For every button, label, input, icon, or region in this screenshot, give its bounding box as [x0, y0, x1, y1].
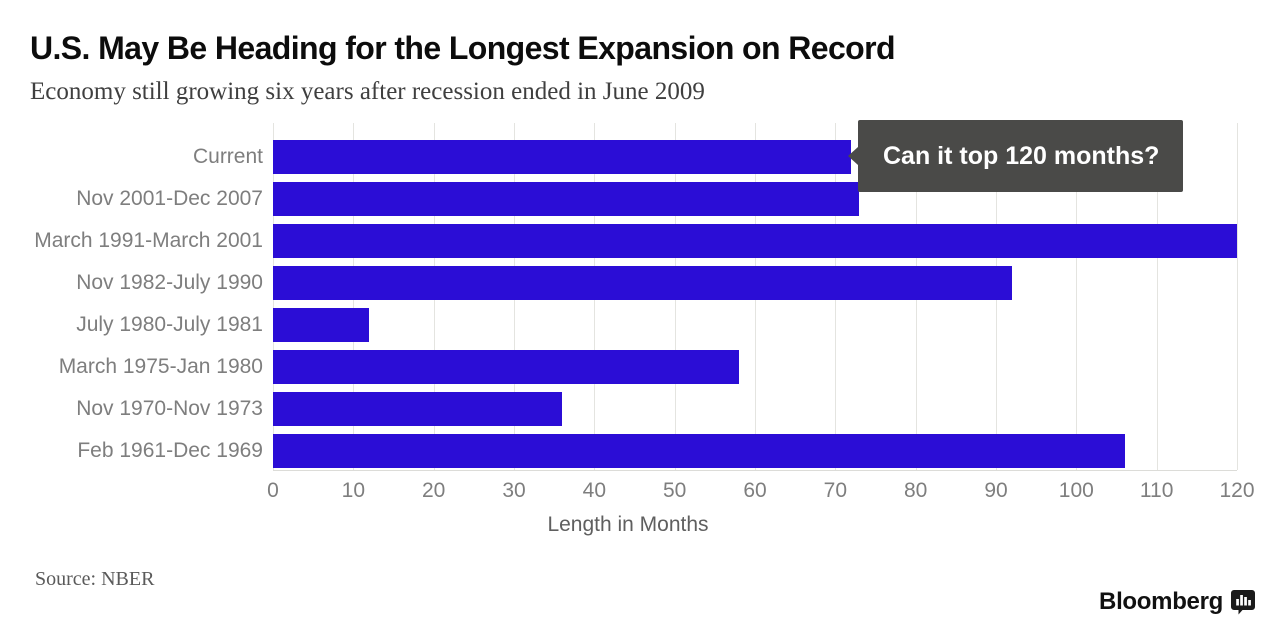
bar: [273, 224, 1237, 258]
bar: [273, 266, 1013, 300]
x-tick-label: 40: [582, 479, 607, 502]
bar-track: [273, 434, 1237, 468]
x-tick-label: 110: [1139, 479, 1174, 502]
category-label: Feb 1961-Dec 1969: [77, 439, 263, 462]
bar-track: [273, 308, 1237, 342]
x-axis: 0 10 20 30 40 50 60 70 80 90 100 110 120: [267, 479, 1254, 503]
chart-subtitle: Economy still growing six years after re…: [30, 78, 705, 105]
x-tick-label: 50: [662, 479, 687, 502]
category-label: July 1980-July 1981: [76, 313, 263, 336]
x-tick-label: 60: [743, 479, 767, 502]
bar: [273, 392, 563, 426]
x-tick-label: 70: [823, 479, 848, 502]
gridline: [1076, 123, 1078, 470]
annotation-text: Can it top 120 months?: [883, 141, 1160, 170]
x-tick-label: 0: [267, 479, 279, 502]
bar-track: [273, 182, 1237, 216]
x-tick-label: 20: [421, 479, 446, 502]
x-tick-label: 90: [984, 479, 1008, 502]
bar-chart-speech-bubble-icon: [1230, 589, 1256, 615]
category-label: Current: [192, 145, 263, 168]
gridline: [1237, 123, 1238, 470]
bar: [273, 350, 739, 384]
category-label: Nov 1970-Nov 1973: [76, 397, 263, 420]
source-note: Source: NBER: [35, 568, 155, 590]
bloomberg-logo: Bloomberg: [1099, 588, 1256, 616]
bloomberg-wordmark: Bloomberg: [1099, 588, 1223, 615]
chart-row: Nov 1970-Nov 1973: [0, 388, 1237, 430]
category-label: Nov 1982-July 1990: [76, 271, 263, 294]
category-label: March 1991-March 2001: [34, 229, 263, 252]
x-tick-label: 30: [502, 479, 526, 502]
chart-row: Current: [0, 136, 1237, 178]
x-tick-label: 80: [903, 479, 928, 502]
bar-track: [273, 266, 1237, 300]
bar: [273, 182, 860, 216]
x-tick-label: 10: [341, 479, 366, 502]
chart-row: Nov 1982-July 1990: [0, 262, 1237, 304]
bar-rows: Current Nov 2001-Dec 2007 March 1991-March…: [0, 136, 1237, 472]
chart-row: Feb 1961-Dec 1969: [0, 430, 1237, 472]
annotation-callout: Can it top 120 months?: [847, 120, 1184, 192]
bar-track: [273, 224, 1237, 258]
bar: [273, 434, 1125, 468]
x-tick-label: 100: [1058, 479, 1094, 502]
bar-chart: Current Nov 2001-Dec 2007 March 1991-March…: [0, 123, 1256, 543]
gridline: [1156, 123, 1158, 470]
bar: [273, 308, 370, 342]
chart-title: U.S. May Be Heading for the Longest Expa…: [30, 30, 896, 66]
chart-row: Nov 2001-Dec 2007: [0, 178, 1237, 220]
x-tick-label: 120: [1219, 479, 1255, 502]
category-label: March 1975-Jan 1980: [58, 355, 263, 378]
bar-track: [273, 350, 1237, 384]
category-label: Nov 2001-Dec 2007: [76, 187, 263, 210]
chart-row: March 1975-Jan 1980: [0, 346, 1237, 388]
x-axis-label: Length in Months: [547, 513, 709, 536]
bar-track: [273, 140, 1237, 174]
bar-track: [273, 392, 1237, 426]
chart-row: July 1980-July 1981: [0, 304, 1237, 346]
bar: [273, 140, 852, 174]
chart-row: March 1991-March 2001: [0, 220, 1237, 262]
